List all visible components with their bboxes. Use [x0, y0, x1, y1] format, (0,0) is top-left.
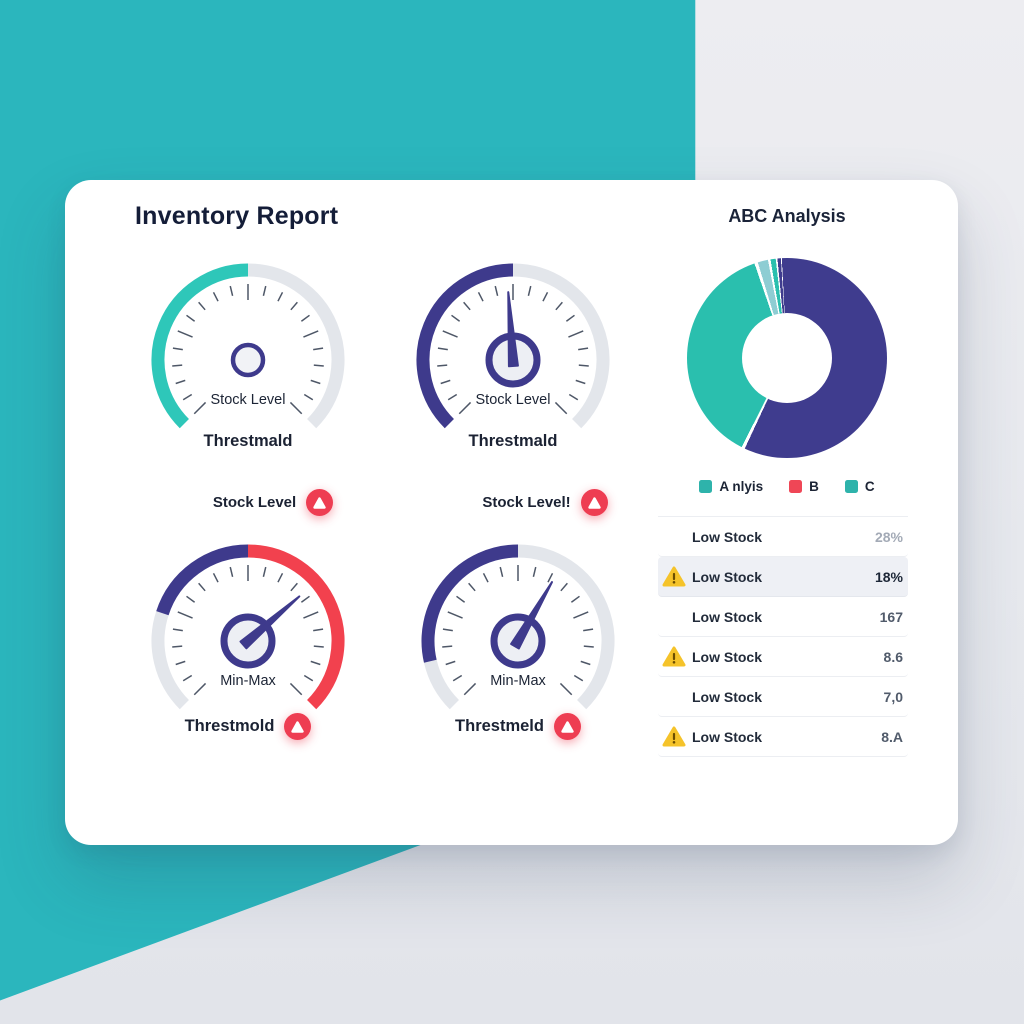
low-stock-list: Low Stock 28% Low Stock 18% Low Stock 16…: [658, 516, 908, 757]
gauge-label: Stock Level: [475, 392, 551, 408]
gauge-dial: [378, 260, 648, 460]
row-value: 7,0: [883, 688, 903, 705]
dashboard-card: Inventory Report ABC Analysis Stock Leve…: [65, 180, 958, 845]
warning-triangle-badge-icon: [284, 713, 312, 740]
stock-level-alert-2: Stock Level!: [395, 489, 695, 516]
legend-item-a[interactable]: A nlyis: [699, 479, 763, 494]
gauge-dial: [113, 541, 383, 741]
warning-icon: [662, 566, 686, 587]
stock-level-alert-1: Stock Level: [138, 489, 408, 516]
row-label: Low Stock: [692, 688, 763, 705]
row-label: Low Stock: [692, 728, 763, 745]
row-value: 167: [879, 608, 903, 625]
gauge-sublabel-text: Threstmald: [203, 432, 293, 450]
icon-slot: [662, 566, 692, 587]
warning-triangle-badge-icon: [580, 489, 608, 516]
legend-swatch-icon: [844, 480, 858, 493]
row-value: 8.6: [883, 648, 903, 665]
warning-icon: [662, 646, 686, 667]
alert-label: Stock Level!: [482, 494, 571, 511]
icon-slot: [662, 726, 692, 747]
list-item[interactable]: Low Stock 18%: [658, 557, 908, 597]
warning-triangle-badge-icon: [553, 713, 581, 740]
warning-icon: [662, 726, 686, 747]
abc-analysis-title: ABC Analysis: [728, 206, 846, 226]
list-item[interactable]: Low Stock 28%: [658, 517, 908, 557]
gauge-sublabel-text: Threstmold: [184, 717, 275, 735]
legend-label: A nlyis: [719, 479, 764, 494]
legend-item-b[interactable]: B: [789, 479, 819, 494]
stock-level-gauge-2: Stock Level Threstmald: [378, 260, 648, 460]
list-item[interactable]: Low Stock 167: [658, 597, 908, 637]
gauge-sublabel-text: Threstmeld: [455, 717, 544, 735]
stock-level-gauge-1: Stock Level Threstmald: [113, 260, 383, 460]
abc-donut-chart: [687, 258, 887, 458]
gauge-sublabel: Threstmald: [378, 432, 648, 451]
abc-legend: A nlyis B C: [637, 479, 937, 494]
legend-item-c[interactable]: C: [844, 479, 875, 494]
row-label: Low Stock: [692, 528, 763, 545]
list-item[interactable]: Low Stock 7,0: [658, 677, 908, 717]
list-item[interactable]: Low Stock 8.A: [658, 717, 908, 757]
gauge-sublabel: Threstmald: [113, 432, 383, 451]
gauge-dial: [113, 260, 383, 460]
gauge-sublabel: Threstmeld: [383, 713, 653, 740]
legend-swatch-icon: [789, 480, 803, 493]
legend-swatch-icon: [699, 480, 713, 493]
gauge-dial: [383, 541, 653, 741]
gauge-sublabel-text: Threstmald: [468, 432, 558, 450]
row-value: 28%: [874, 528, 903, 545]
row-label: Low Stock: [692, 608, 763, 625]
icon-slot: [662, 646, 692, 667]
gauge-label: Stock Level: [210, 392, 286, 408]
row-label: Low Stock: [692, 648, 763, 665]
row-label: Low Stock: [692, 568, 763, 585]
gauge-label: Min-Max: [490, 673, 546, 689]
legend-label: B: [809, 479, 819, 494]
row-value: 18%: [874, 568, 903, 585]
gauge-sublabel: Threstmold: [113, 713, 383, 740]
row-value: 8.A: [881, 728, 903, 745]
alert-label: Stock Level: [212, 494, 297, 511]
gauge-label: Min-Max: [220, 673, 276, 689]
min-max-gauge-1: Min-Max Threstmold: [113, 541, 383, 741]
donut-hole: [742, 313, 832, 403]
page-title: Inventory Report: [135, 202, 339, 230]
min-max-gauge-2: Min-Max Threstmeld: [383, 541, 653, 741]
list-item[interactable]: Low Stock 8.6: [658, 637, 908, 677]
warning-triangle-badge-icon: [306, 489, 334, 516]
legend-label: C: [864, 479, 875, 494]
